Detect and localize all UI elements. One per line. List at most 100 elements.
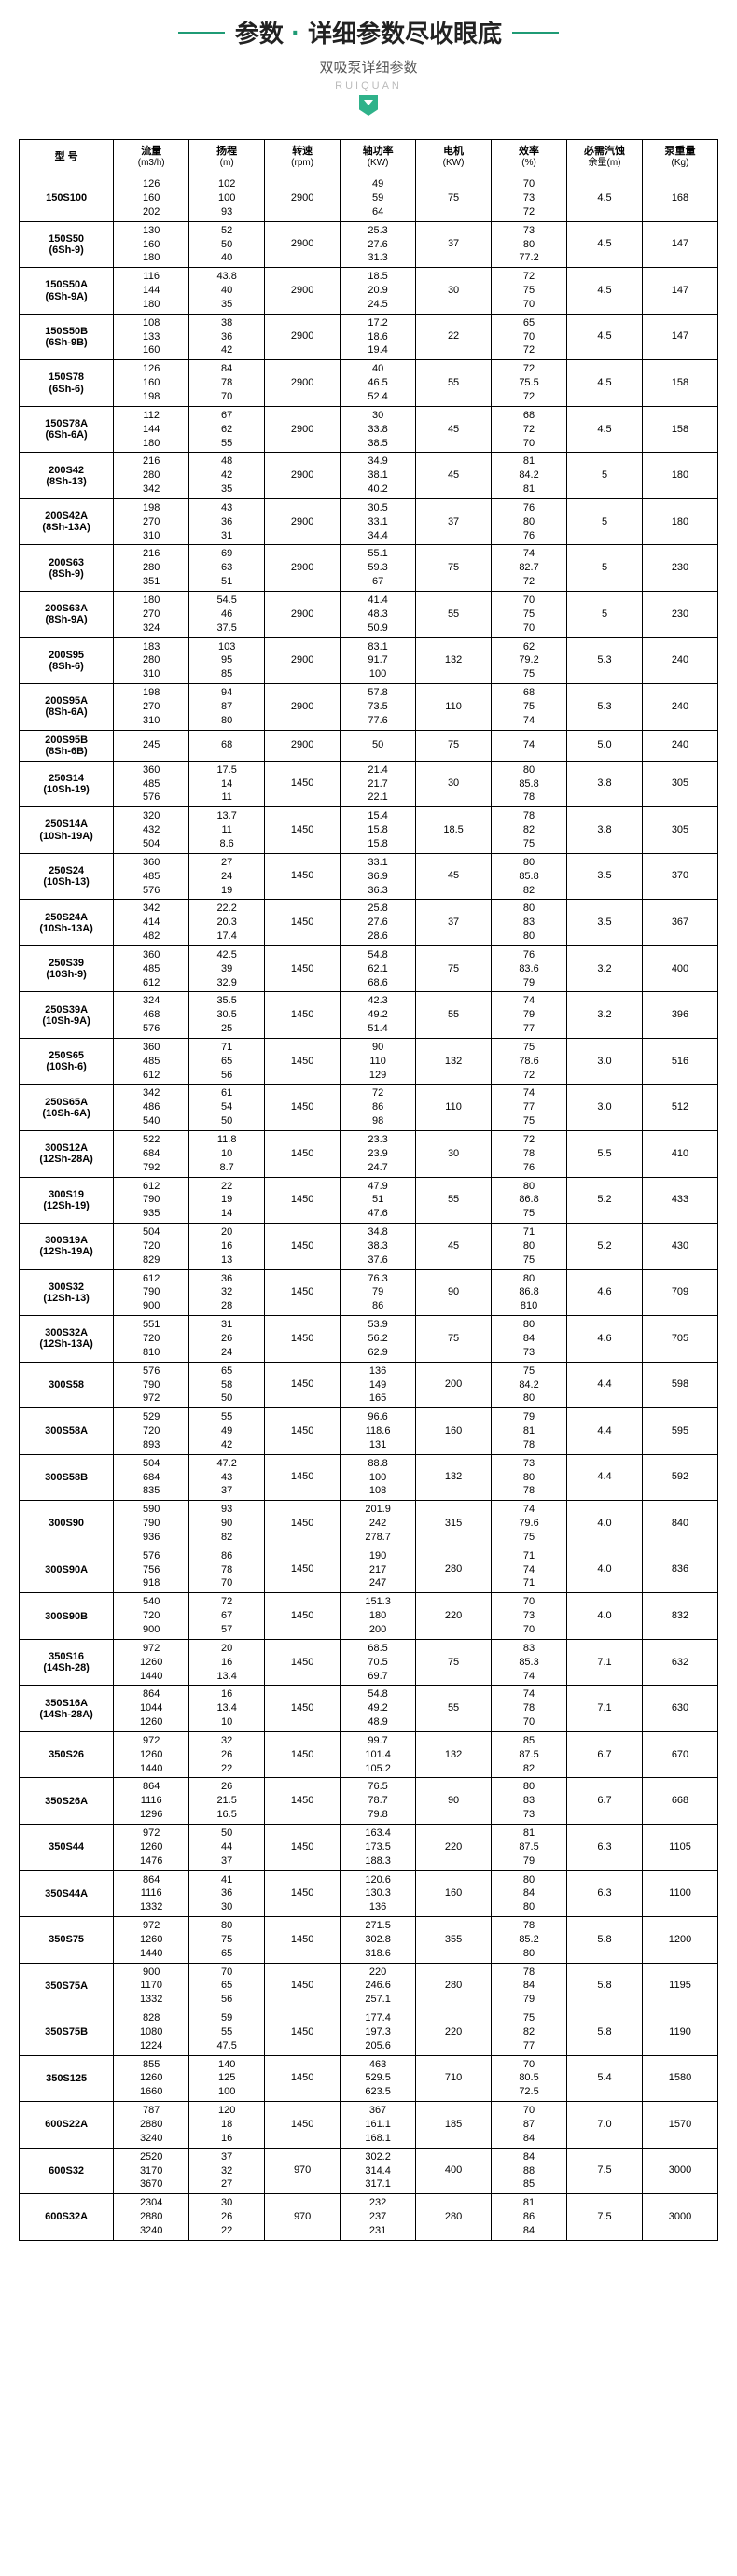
model-cell: 300S58B — [20, 1454, 114, 1501]
cell: 4.4 — [567, 1408, 643, 1455]
cell: 1570 — [642, 2102, 717, 2149]
cell: 99.7101.4105.2 — [341, 1731, 416, 1778]
col-header: 转速(rpm) — [265, 140, 341, 175]
cell: 504437 — [189, 1824, 265, 1870]
cell: 522684792 — [114, 1131, 189, 1178]
cell: 687574 — [492, 684, 567, 731]
cell: 8187.579 — [492, 1824, 567, 1870]
table-row: 250S65(10Sh-6)36048561271655614509011012… — [20, 1038, 718, 1085]
cell: 970 — [265, 2148, 341, 2194]
cell: 410 — [642, 1131, 717, 1178]
cell: 808473 — [492, 1316, 567, 1363]
cell: 1450 — [265, 1547, 341, 1593]
cell: 2900 — [265, 360, 341, 407]
cell: 42.53932.9 — [189, 945, 265, 992]
model-cell: 350S26A — [20, 1778, 114, 1825]
cell: 201613 — [189, 1224, 265, 1270]
cell: 3.2 — [567, 992, 643, 1039]
cell: 808373 — [492, 1778, 567, 1825]
cell: 788479 — [492, 1963, 567, 2009]
cell: 4.0 — [567, 1547, 643, 1593]
cell: 86410441260 — [114, 1686, 189, 1732]
cell: 30 — [416, 761, 492, 807]
cell: 433 — [642, 1177, 717, 1224]
col-header: 扬程(m) — [189, 140, 265, 175]
model-cell: 250S39A(10Sh-9A) — [20, 992, 114, 1039]
table-row: 300S32(12Sh-13)612790900363228145076.379… — [20, 1269, 718, 1316]
cell: 221914 — [189, 1177, 265, 1224]
cell: 818684 — [492, 2194, 567, 2241]
cell: 7.5 — [567, 2148, 643, 2194]
table-row: 300S585767909726558501450136149165200758… — [20, 1362, 718, 1408]
cell: 280 — [416, 2194, 492, 2241]
col-header: 型 号 — [20, 140, 114, 175]
cell: 4.0 — [567, 1501, 643, 1547]
table-row: 300S90B5407209007267571450151.3180200220… — [20, 1593, 718, 1640]
cell: 136149165 — [341, 1362, 416, 1408]
cell: 5.8 — [567, 2009, 643, 2056]
cell: 160 — [416, 1870, 492, 1917]
cell: 2900 — [265, 591, 341, 637]
cell: 367 — [642, 900, 717, 946]
cell: 230 — [642, 591, 717, 637]
cell: 75 — [416, 945, 492, 992]
cell: 676255 — [189, 406, 265, 453]
cell: 709 — [642, 1269, 717, 1316]
cell: 8086.8810 — [492, 1269, 567, 1316]
cell: 1450 — [265, 1917, 341, 1964]
cell: 37 — [416, 498, 492, 545]
cell: 1450 — [265, 1131, 341, 1178]
cell: 630 — [642, 1686, 717, 1732]
cell: 360485576 — [114, 761, 189, 807]
cell: 83.191.7100 — [341, 637, 416, 684]
model-cell: 250S39(10Sh-9) — [20, 945, 114, 992]
cell: 3000 — [642, 2148, 717, 2194]
cell: 6.3 — [567, 1870, 643, 1917]
cell: 1450 — [265, 2055, 341, 2102]
cell: 1450 — [265, 1269, 341, 1316]
table-row: 250S24A(10Sh-13A)34241448222.220.317.414… — [20, 900, 718, 946]
cell: 4.4 — [567, 1362, 643, 1408]
cell: 1450 — [265, 900, 341, 946]
cell: 324468576 — [114, 992, 189, 1039]
model-cell: 150S78A(6Sh-6A) — [20, 406, 114, 453]
model-cell: 250S14A(10Sh-19A) — [20, 807, 114, 854]
table-row: 200S95B(8Sh-6B)2456829005075745.0240 — [20, 730, 718, 761]
cell: 747870 — [492, 1686, 567, 1732]
table-row: 200S95A(8Sh-6A)198270310948780290057.873… — [20, 684, 718, 731]
cell: 45 — [416, 1224, 492, 1270]
cell: 370 — [642, 853, 717, 900]
cell: 738077.2 — [492, 221, 567, 268]
cell: 75 — [416, 175, 492, 222]
cell: 1450 — [265, 1362, 341, 1408]
cell: 22.220.317.4 — [189, 900, 265, 946]
table-row: 350S75B82810801224595547.51450177.4197.3… — [20, 2009, 718, 2056]
cell: 5 — [567, 453, 643, 499]
table-body: 150S100126160202102100932900495964757073… — [20, 175, 718, 2241]
cell: 512 — [642, 1085, 717, 1131]
table-row: 250S14A(10Sh-19A)32043250413.7118.614501… — [20, 807, 718, 854]
model-cell: 350S16(14Sh-28) — [20, 1639, 114, 1686]
cell: 5 — [567, 545, 643, 592]
cell: 2900 — [265, 268, 341, 315]
cell: 373227 — [189, 2148, 265, 2194]
cell: 47.95147.6 — [341, 1177, 416, 1224]
cell: 3.0 — [567, 1038, 643, 1085]
model-cell: 300S58A — [20, 1408, 114, 1455]
cell: 798178 — [492, 1408, 567, 1455]
cell: 216280351 — [114, 545, 189, 592]
cell: 8086.875 — [492, 1177, 567, 1224]
cell: 116144180 — [114, 268, 189, 315]
cell: 130160180 — [114, 221, 189, 268]
cell: 7584.280 — [492, 1362, 567, 1408]
cell: 22 — [416, 314, 492, 360]
model-cell: 150S50A(6Sh-9A) — [20, 268, 114, 315]
cell: 82810801224 — [114, 2009, 189, 2056]
cell: 75 — [416, 730, 492, 761]
cell: 590790936 — [114, 1501, 189, 1547]
model-cell: 350S44 — [20, 1824, 114, 1870]
divider-right — [512, 32, 559, 34]
cell: 495964 — [341, 175, 416, 222]
cell: 504684835 — [114, 1454, 189, 1501]
cell: 400 — [416, 2148, 492, 2194]
